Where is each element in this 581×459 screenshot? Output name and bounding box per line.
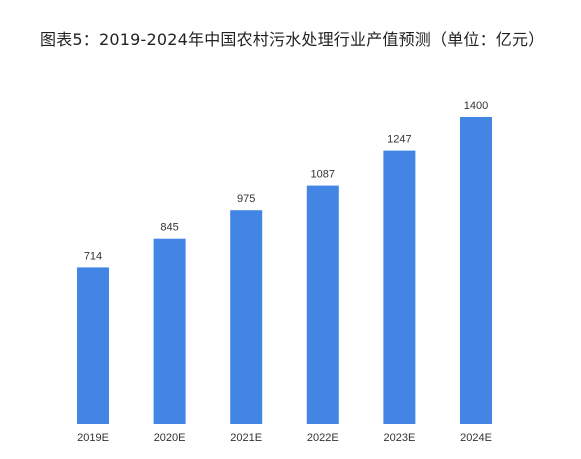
bar-2020E bbox=[153, 238, 186, 424]
category-label: 2024E bbox=[460, 432, 492, 444]
value-label: 975 bbox=[237, 193, 255, 205]
bar-2019E bbox=[77, 267, 109, 424]
value-label: 1400 bbox=[464, 100, 488, 112]
category-label: 2020E bbox=[154, 432, 186, 444]
category-label: 2023E bbox=[383, 432, 415, 444]
value-label: 1087 bbox=[311, 169, 335, 181]
category-label: 2022E bbox=[307, 432, 339, 444]
bar-2022E bbox=[306, 185, 339, 424]
value-label: 1247 bbox=[387, 134, 411, 146]
value-label: 845 bbox=[160, 222, 178, 234]
category-label: 2021E bbox=[230, 432, 262, 444]
bar-2024E bbox=[460, 117, 492, 424]
chart-title: 图表5：2019-2024年中国农村污水处理行业产值预测（单位：亿元） bbox=[40, 30, 545, 49]
category-label: 2019E bbox=[77, 432, 109, 444]
bar-2021E bbox=[230, 210, 263, 424]
value-labels-group: 714 845 975 1087 1247 1400 bbox=[84, 100, 488, 262]
bar-2023E bbox=[383, 150, 416, 424]
bars-group bbox=[77, 117, 492, 424]
value-label: 714 bbox=[84, 250, 102, 262]
category-labels-group: 2019E 2020E 2021E 2022E 2023E 2024E bbox=[77, 432, 492, 444]
